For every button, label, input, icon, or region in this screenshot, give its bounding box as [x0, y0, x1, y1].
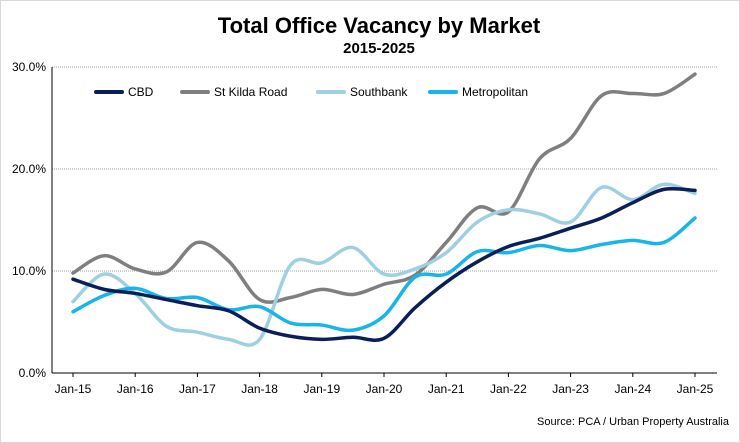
x-tick-label: Jan-25 [677, 382, 714, 396]
x-tick-label: Jan-22 [490, 382, 527, 396]
series-lines [71, 72, 697, 347]
y-tick-label: 20.0% [12, 162, 46, 176]
y-tick-label: 30.0% [12, 60, 46, 74]
axes: 0.0% 10.0% 20.0% 30.0% Jan-15 Jan-16 Jan-17 Jan… [12, 60, 717, 396]
source-note: Source: PCA / Urban Property Australia [537, 416, 730, 428]
x-tick-label: Jan-20 [366, 382, 403, 396]
gridlines [52, 66, 717, 272]
legend-item-southbank: Southbank [316, 85, 408, 99]
series-line-southbank [71, 182, 697, 347]
x-tick-label: Jan-23 [552, 382, 589, 396]
series-line-cbd [71, 186, 697, 342]
legend: CBD St Kilda Road Southbank Metropolitan [94, 85, 528, 99]
legend-label: Metropolitan [462, 85, 528, 99]
x-tick-label: Jan-19 [303, 382, 340, 396]
legend-label: St Kilda Road [214, 85, 287, 99]
series-line-st-kilda-road [71, 72, 697, 304]
x-tick-label: Jan-15 [55, 382, 92, 396]
y-tick-label: 10.0% [12, 264, 46, 278]
legend-label: Southbank [350, 85, 408, 99]
x-tick-label: Jan-21 [428, 382, 465, 396]
chart-subtitle: 2015-2025 [343, 40, 415, 57]
chart-title: Total Office Vacancy by Market [218, 13, 541, 38]
y-tick-label: 0.0% [19, 366, 47, 380]
legend-label: CBD [128, 85, 154, 99]
series-line-metropolitan [71, 216, 697, 333]
x-tick-label: Jan-24 [614, 382, 651, 396]
x-tick-label: Jan-16 [117, 382, 154, 396]
x-tick-label: Jan-17 [179, 382, 216, 396]
legend-item-st-kilda-road: St Kilda Road [180, 85, 287, 99]
legend-item-cbd: CBD [94, 85, 154, 99]
legend-item-metropolitan: Metropolitan [428, 85, 528, 99]
x-tick-label: Jan-18 [241, 382, 278, 396]
